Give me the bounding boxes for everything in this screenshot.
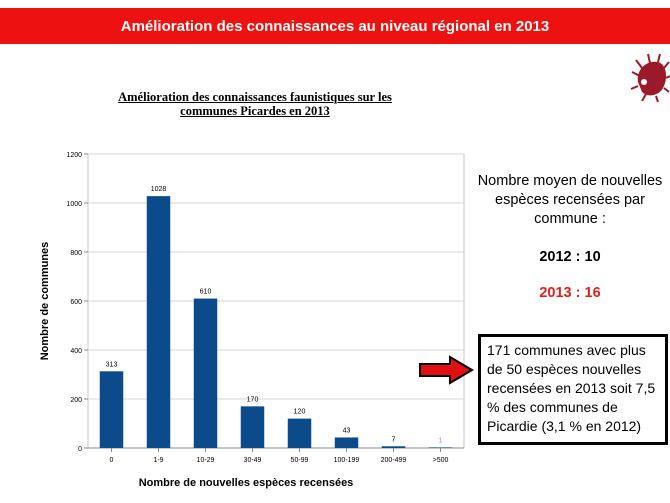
stats-value-2012: 2012 : 10 xyxy=(539,249,601,265)
bar xyxy=(240,406,265,448)
bar xyxy=(287,418,312,448)
bar xyxy=(193,298,218,448)
x-tick-label: 50-99 xyxy=(291,457,309,464)
chart-title-line2: communes Picardes en 2013 xyxy=(180,104,330,118)
y-tick-label: 200 xyxy=(70,397,82,404)
header-banner: Amélioration des connaissances au niveau… xyxy=(0,8,670,44)
y-tick-label: 400 xyxy=(70,348,82,355)
stats-panel: Nombre moyen de nouvelles espèces recens… xyxy=(470,172,670,303)
x-tick-label: 30-49 xyxy=(244,457,262,464)
bar xyxy=(428,447,453,448)
stats-heading: Nombre moyen de nouvelles espèces recens… xyxy=(477,173,663,227)
x-tick-label: 0 xyxy=(110,457,114,464)
data-label: 313 xyxy=(106,361,118,368)
data-label: 1028 xyxy=(151,186,167,193)
bar xyxy=(146,196,171,448)
x-tick-label: 200-499 xyxy=(381,457,407,464)
data-label: 7 xyxy=(392,436,396,443)
chart-title-line1: Amélioration des connaissances faunistiq… xyxy=(118,90,392,104)
bar-chart: 0 200 400 600 800 1000 1200 313 0 1028 1-9 610 10-29… xyxy=(39,152,465,489)
bar xyxy=(381,446,406,448)
data-label: 120 xyxy=(294,409,306,416)
y-tick-label: 1200 xyxy=(66,152,82,159)
x-tick-label: >500 xyxy=(433,457,449,464)
data-label: 610 xyxy=(200,289,212,296)
bar xyxy=(99,371,124,448)
data-label: 170 xyxy=(247,396,259,403)
y-tick-label: 600 xyxy=(70,299,82,306)
note-box: 171 communes avec plus de 50 espèces nou… xyxy=(478,334,668,445)
stats-value-2013: 2013 : 16 xyxy=(539,285,601,301)
x-axis-title: Nombre de nouvelles espèces recensées xyxy=(139,477,354,489)
x-tick-label: 1-9 xyxy=(153,457,163,464)
x-tick-label: 10-29 xyxy=(197,457,215,464)
x-tick-label: 100-199 xyxy=(334,457,360,464)
y-tick-label: 1000 xyxy=(66,201,82,208)
banner-title: Amélioration des connaissances au niveau… xyxy=(120,17,550,35)
y-tick-label: 0 xyxy=(78,446,82,453)
right-arrow-icon xyxy=(419,355,474,385)
note-text: 171 communes avec plus de 50 espèces nou… xyxy=(487,342,656,434)
data-label: 43 xyxy=(343,427,351,434)
hedgehog-logo-icon xyxy=(630,53,670,103)
y-tick-label: 800 xyxy=(70,250,82,257)
data-label: 1 xyxy=(439,437,443,444)
bar xyxy=(334,437,359,448)
chart-title: Amélioration des connaissances faunistiq… xyxy=(90,90,420,118)
y-axis-title: Nombre de communes xyxy=(39,242,51,361)
